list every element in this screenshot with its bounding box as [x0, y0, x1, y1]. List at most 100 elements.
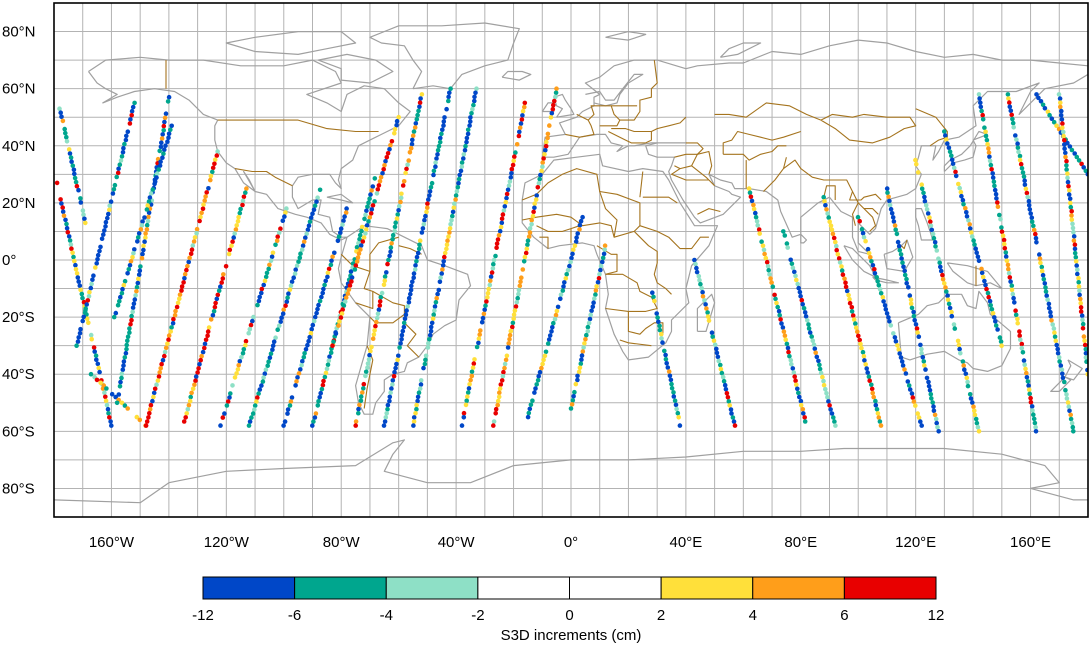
track-point — [1071, 238, 1077, 243]
track-point — [788, 257, 793, 263]
track — [114, 94, 172, 406]
track-point — [1071, 229, 1076, 235]
track-point — [377, 299, 383, 304]
track-point — [386, 257, 391, 263]
track-point — [64, 225, 70, 231]
track-point — [777, 313, 782, 318]
track-point — [65, 230, 71, 235]
track-point — [130, 309, 135, 315]
track-point — [453, 193, 459, 198]
track-point — [433, 164, 438, 169]
track-point — [341, 218, 346, 223]
track-point — [565, 267, 571, 273]
track-point — [174, 304, 180, 310]
track-point — [314, 199, 319, 204]
track-point — [280, 218, 286, 223]
track-point — [1058, 363, 1064, 368]
track-point — [1010, 116, 1015, 122]
track-point — [942, 129, 947, 134]
track-point — [307, 219, 313, 224]
track-point — [379, 290, 385, 296]
track-point — [208, 177, 213, 183]
track-point — [907, 387, 913, 392]
track-point — [906, 383, 912, 388]
track-point — [332, 250, 337, 256]
track-point — [191, 239, 197, 244]
track-point — [979, 266, 984, 272]
track-point — [329, 258, 334, 264]
track-point — [370, 203, 376, 208]
track-point — [276, 230, 282, 235]
track-point — [383, 415, 389, 420]
track-point — [517, 283, 523, 289]
country-border — [599, 191, 618, 238]
track-point — [1022, 178, 1027, 183]
track-point — [931, 404, 936, 409]
track-point — [960, 359, 966, 364]
track-point — [904, 276, 909, 282]
track-point — [173, 308, 178, 314]
track-point — [811, 342, 817, 348]
track-point — [384, 411, 390, 416]
track-point — [130, 254, 135, 260]
country-border — [670, 168, 709, 181]
track-point — [411, 275, 417, 281]
track-point — [769, 280, 774, 285]
track-point — [104, 402, 110, 408]
track-point — [785, 345, 791, 351]
track-point — [1064, 158, 1069, 164]
track-point — [417, 386, 423, 391]
track-point — [283, 210, 288, 215]
track-point — [920, 355, 926, 360]
track-point — [598, 263, 604, 269]
track-point — [588, 312, 593, 318]
track-point — [945, 297, 951, 303]
track-point — [1076, 275, 1081, 281]
track-point — [182, 271, 188, 277]
track-point — [519, 275, 524, 281]
track-point — [1022, 362, 1027, 368]
track-point — [247, 326, 253, 332]
track-point — [261, 375, 266, 380]
track-point — [861, 354, 867, 359]
track-point — [241, 347, 247, 352]
track-point — [534, 193, 539, 198]
track-point — [800, 407, 806, 412]
track-point — [132, 100, 137, 106]
track — [568, 243, 608, 411]
track-point — [547, 123, 552, 128]
track-point — [830, 231, 836, 237]
track-point — [494, 245, 499, 250]
track-point — [987, 298, 993, 304]
track-point — [132, 297, 138, 302]
track-point — [465, 127, 471, 133]
track-point — [1055, 346, 1060, 352]
track-point — [241, 194, 247, 200]
track-point — [1029, 219, 1035, 225]
coastline-borneo — [883, 239, 914, 272]
track-point — [1080, 321, 1086, 327]
track-point — [469, 111, 474, 116]
track-point — [899, 359, 905, 364]
track-point — [915, 170, 921, 175]
colorbar-swatch — [477, 576, 571, 600]
track-point — [1056, 92, 1062, 97]
track-point — [220, 276, 226, 281]
track-point — [674, 406, 679, 412]
track-point — [237, 210, 243, 216]
country-border — [355, 291, 374, 310]
track-point — [969, 230, 974, 235]
track-point — [320, 290, 326, 296]
track-point — [127, 330, 132, 335]
track-point — [869, 382, 874, 388]
track-point — [934, 248, 940, 253]
track-point — [411, 423, 416, 428]
track-point — [522, 100, 528, 106]
track-point — [192, 382, 197, 388]
track-point — [833, 239, 838, 245]
track-point — [95, 361, 101, 367]
track-point — [821, 378, 826, 384]
track-point — [581, 345, 586, 350]
track-point — [497, 390, 502, 396]
track-point — [270, 347, 275, 353]
